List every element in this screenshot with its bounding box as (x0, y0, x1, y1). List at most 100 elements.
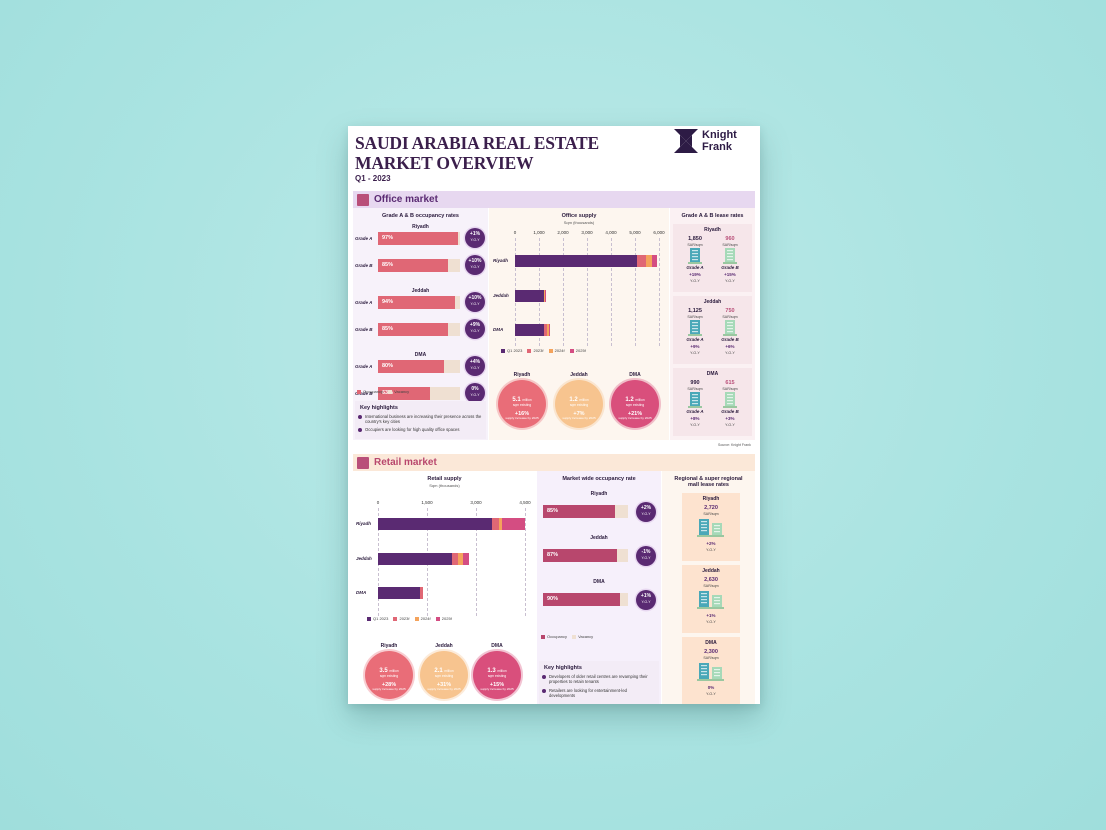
bar-segment-2025f (548, 324, 550, 336)
existing-label: sqm existing (434, 674, 454, 678)
gridline (659, 238, 660, 346)
axis-tick-label: 0 (376, 500, 380, 505)
office-market-band: Office market (353, 191, 755, 208)
bar-segment-2023f (451, 553, 459, 565)
yoy-label: Y-O-Y (690, 279, 700, 283)
supply-circle: 1.3 million sqm existing +15% supply increa… (473, 651, 521, 699)
city-label: Jeddah (411, 288, 430, 294)
mall-lease-rate: 2,630 (704, 577, 718, 583)
existing-supply: 1.3 million (487, 668, 507, 674)
yoy-label: Y-O-Y (470, 328, 480, 333)
mall-lease-change: 0% (707, 685, 715, 690)
highlight-item: Developers of older retail centres are r… (542, 674, 654, 684)
building-icon (710, 667, 724, 681)
grade-b-label: Grade B (721, 337, 739, 342)
rate-unit: SAR/sqm (703, 584, 719, 588)
office-occupancy-title: Grade A & B occupancy rates (382, 213, 459, 219)
rate-unit: SAR/sqm (687, 315, 703, 319)
occupancy-bar: 85% (543, 505, 628, 518)
supply-increase: +15% (489, 682, 505, 688)
yoy-label: Y-O-Y (706, 548, 716, 552)
rate-unit: SAR/sqm (703, 656, 719, 660)
building-icon (723, 248, 737, 264)
increase-label: supply increase by 2025 (427, 687, 461, 691)
occupancy-bar-fill (543, 593, 620, 606)
change-value: +9% (469, 322, 481, 328)
yoy-label: Y-O-Y (470, 365, 480, 370)
storefront-icon (357, 456, 369, 469)
yoy-label: Y-O-Y (706, 620, 716, 624)
retail-occupancy-legend: Occupancy Vacancy (537, 634, 593, 639)
grade-a-rate: 1,850 (688, 236, 702, 242)
occupancy-bar: 90% (543, 593, 628, 606)
yoy-label: Y-O-Y (641, 599, 651, 604)
supply-increase: +31% (436, 682, 452, 688)
mall-lease-card: Riyadh 2,720 SAR/sqm +2% Y-O-Y (682, 493, 740, 561)
yoy-change-badge: +1% Y-O-Y (465, 228, 485, 248)
grade-b-rate: 960 (725, 236, 735, 242)
office-key-highlights: Key highlights International business ar… (355, 401, 486, 439)
grade-b-change: +3% (725, 416, 735, 421)
mall-lease-rate: 2,720 (704, 505, 718, 511)
grade-a-rate: 1,125 (688, 308, 702, 314)
bar-segment-2023f (420, 587, 424, 599)
occupancy-value: 97% (382, 235, 394, 241)
occupancy-bar-fill (378, 232, 458, 245)
poster-title: SAUDI ARABIA REAL ESTATE MARKET OVERVIEW (355, 133, 599, 173)
yoy-change-badge: 0% Y-O-Y (465, 383, 485, 403)
supply-circle: 1.2 million sqm existing +21% supply increa… (611, 380, 659, 428)
yoy-label: Y-O-Y (470, 237, 480, 242)
gridline (476, 508, 477, 616)
building-icon (723, 320, 737, 336)
yoy-label: Y-O-Y (470, 301, 480, 306)
existing-label: sqm existing (512, 403, 532, 407)
retail-supply-legend: Q1 2023 2023f 2024f 2025f (363, 616, 452, 621)
grade-a-change: +9% (690, 344, 700, 349)
city-label: Jeddah (703, 299, 722, 305)
key-highlights-title: Key highlights (544, 665, 582, 671)
supply-circle: 1.2 million sqm existing +7% supply increas… (555, 380, 603, 428)
occupancy-value: 85% (382, 262, 394, 268)
yoy-label: Y-O-Y (725, 279, 735, 283)
rate-unit: SAR/sqm (687, 243, 703, 247)
retail-lease-title-line-2: mall lease rates (688, 482, 729, 488)
category-label: DMA (356, 590, 367, 595)
supply-increase: +28% (381, 682, 397, 688)
grade-a-label: Grade A (686, 265, 704, 270)
grade-label: Grade A (355, 300, 373, 305)
retail-key-highlights: Key highlights Developers of older retai… (539, 661, 659, 704)
building-icon (710, 595, 724, 609)
existing-label: sqm existing (487, 674, 507, 678)
yoy-change-badge: +4% Y-O-Y (465, 356, 485, 376)
occupancy-bar: 80% (378, 360, 460, 373)
yoy-label: Y-O-Y (725, 423, 735, 427)
change-value: +10% (468, 258, 482, 264)
category-label: Riyadh (493, 258, 509, 263)
existing-supply: 1.2 million (569, 397, 589, 403)
axis-tick-label: 2,000 (557, 230, 569, 235)
gridline (611, 238, 612, 346)
category-label: Jeddah (493, 293, 509, 298)
bar-segment-2025f (544, 290, 546, 302)
circle-city-label: Riyadh (380, 643, 398, 649)
grade-label: Grade B (355, 391, 373, 396)
increase-label: supply increase by 2025 (562, 416, 596, 420)
grade-a-rate: 990 (690, 380, 700, 386)
office-market-title: Office market (374, 194, 438, 205)
bar-segment-2023f (543, 324, 548, 336)
bar-segment-2024f (645, 255, 652, 267)
circle-city-label: DMA (629, 372, 641, 378)
grade-b-rate: 615 (725, 380, 735, 386)
grade-a-label: Grade A (686, 337, 704, 342)
retail-occupancy-panel: Market wide occupancy rate Riyadh 85% +2% Y… (537, 471, 661, 704)
supply-circle: 5.1 million sqm existing +16% supply increa… (498, 380, 546, 428)
occupancy-bar-fill (378, 360, 444, 373)
office-supply-panel: Office supply Sqm (thousands) 0 1,000 2,00… (489, 208, 669, 440)
mall-lease-rate: 2,300 (704, 649, 718, 655)
existing-label: sqm existing (569, 403, 589, 407)
supply-increase: +21% (627, 411, 643, 417)
axis-tick-label: 1,500 (421, 500, 433, 505)
occupancy-bar-fill (543, 549, 617, 562)
grade-b-label: Grade B (721, 265, 739, 270)
gridline (587, 238, 588, 346)
